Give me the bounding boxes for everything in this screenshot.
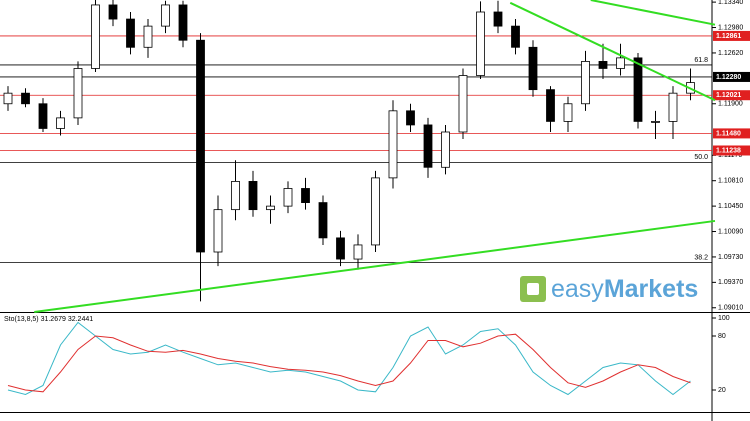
level-tag bbox=[713, 90, 750, 101]
indicator-line bbox=[7, 321, 691, 396]
candle-body bbox=[56, 117, 65, 129]
candle-body bbox=[91, 4, 100, 69]
candle-body bbox=[458, 75, 468, 133]
trendline bbox=[34, 219, 716, 313]
candle-body bbox=[441, 131, 450, 168]
candle-body bbox=[528, 46, 538, 91]
candle-body bbox=[493, 11, 503, 27]
level-label: 1.12280 bbox=[716, 74, 741, 81]
trendline bbox=[509, 1, 716, 102]
trendline bbox=[590, 0, 716, 26]
candle-body bbox=[126, 18, 135, 48]
candle-body bbox=[651, 121, 660, 123]
indicator-title: Sto(13,8,5) 31.2679 32.2441 bbox=[4, 316, 93, 323]
candle-body bbox=[213, 209, 223, 253]
y-tick-label: 1.10090 bbox=[718, 228, 743, 235]
candle-body bbox=[633, 57, 643, 122]
fibo-label: 61.8 bbox=[694, 57, 708, 64]
candle-body bbox=[476, 11, 485, 76]
y-tick-label: 1.10810 bbox=[718, 178, 743, 185]
fibo-label: 38.2 bbox=[694, 254, 708, 261]
candle-body bbox=[21, 92, 30, 105]
candle-body bbox=[178, 4, 188, 41]
level-label: 1.12021 bbox=[716, 92, 741, 99]
candle-body bbox=[73, 68, 83, 119]
indicator-line bbox=[7, 333, 691, 393]
y-tick-label: 1.11900 bbox=[718, 101, 743, 108]
logo-markets: Markets bbox=[604, 275, 699, 303]
y-tick-label: 1.09010 bbox=[718, 305, 743, 312]
candle-body bbox=[283, 188, 293, 207]
candle-body bbox=[511, 25, 520, 48]
y-tick-label: 1.11170 bbox=[718, 152, 742, 159]
level-label: 1.11480 bbox=[716, 130, 741, 137]
level-tag bbox=[713, 145, 750, 156]
candle-body bbox=[546, 89, 555, 122]
y-tick-label: 80 bbox=[718, 333, 726, 340]
y-tick-label: 20 bbox=[718, 387, 726, 394]
candle-body bbox=[301, 188, 310, 203]
candle-body bbox=[371, 177, 380, 246]
candle-body bbox=[318, 202, 328, 239]
candle-body bbox=[616, 57, 625, 69]
candle-body bbox=[336, 237, 345, 260]
candle-body bbox=[231, 181, 240, 211]
candle-body bbox=[388, 110, 398, 179]
candle-body bbox=[598, 61, 608, 69]
candle-body bbox=[248, 181, 258, 211]
y-tick-label: 100 bbox=[718, 315, 730, 322]
candle-body bbox=[581, 61, 590, 105]
candle-body bbox=[563, 103, 573, 122]
candle-body bbox=[38, 103, 48, 129]
candle-body bbox=[668, 92, 678, 122]
level-tag bbox=[713, 30, 750, 41]
y-tick-label: 1.09730 bbox=[718, 254, 743, 261]
candle-body bbox=[353, 244, 363, 260]
y-tick-label: 1.12620 bbox=[718, 50, 743, 57]
logo-easy: easy bbox=[551, 275, 604, 303]
level-label: 1.11238 bbox=[716, 147, 741, 154]
y-tick-label: 1.09370 bbox=[718, 279, 743, 286]
candle-body bbox=[161, 4, 170, 27]
level-tag bbox=[713, 71, 750, 82]
logo-text: easyMarkets bbox=[551, 275, 698, 303]
candle-body bbox=[406, 110, 415, 126]
candle-body bbox=[196, 39, 205, 253]
fibo-label: 50.0 bbox=[694, 154, 708, 161]
candle-body bbox=[423, 124, 433, 168]
watermark: easyMarkets bbox=[520, 275, 698, 303]
y-tick-label: 1.12980 bbox=[718, 24, 743, 31]
y-tick-label: 1.13340 bbox=[718, 0, 743, 6]
level-label: 1.12861 bbox=[716, 33, 741, 40]
candle-body bbox=[143, 25, 153, 48]
logo-icon-inner bbox=[527, 283, 539, 295]
candle-body bbox=[266, 205, 275, 211]
level-tag bbox=[713, 128, 750, 139]
candle-body bbox=[3, 92, 13, 105]
y-tick-label: 1.10450 bbox=[718, 203, 743, 210]
candle-body bbox=[108, 4, 118, 20]
